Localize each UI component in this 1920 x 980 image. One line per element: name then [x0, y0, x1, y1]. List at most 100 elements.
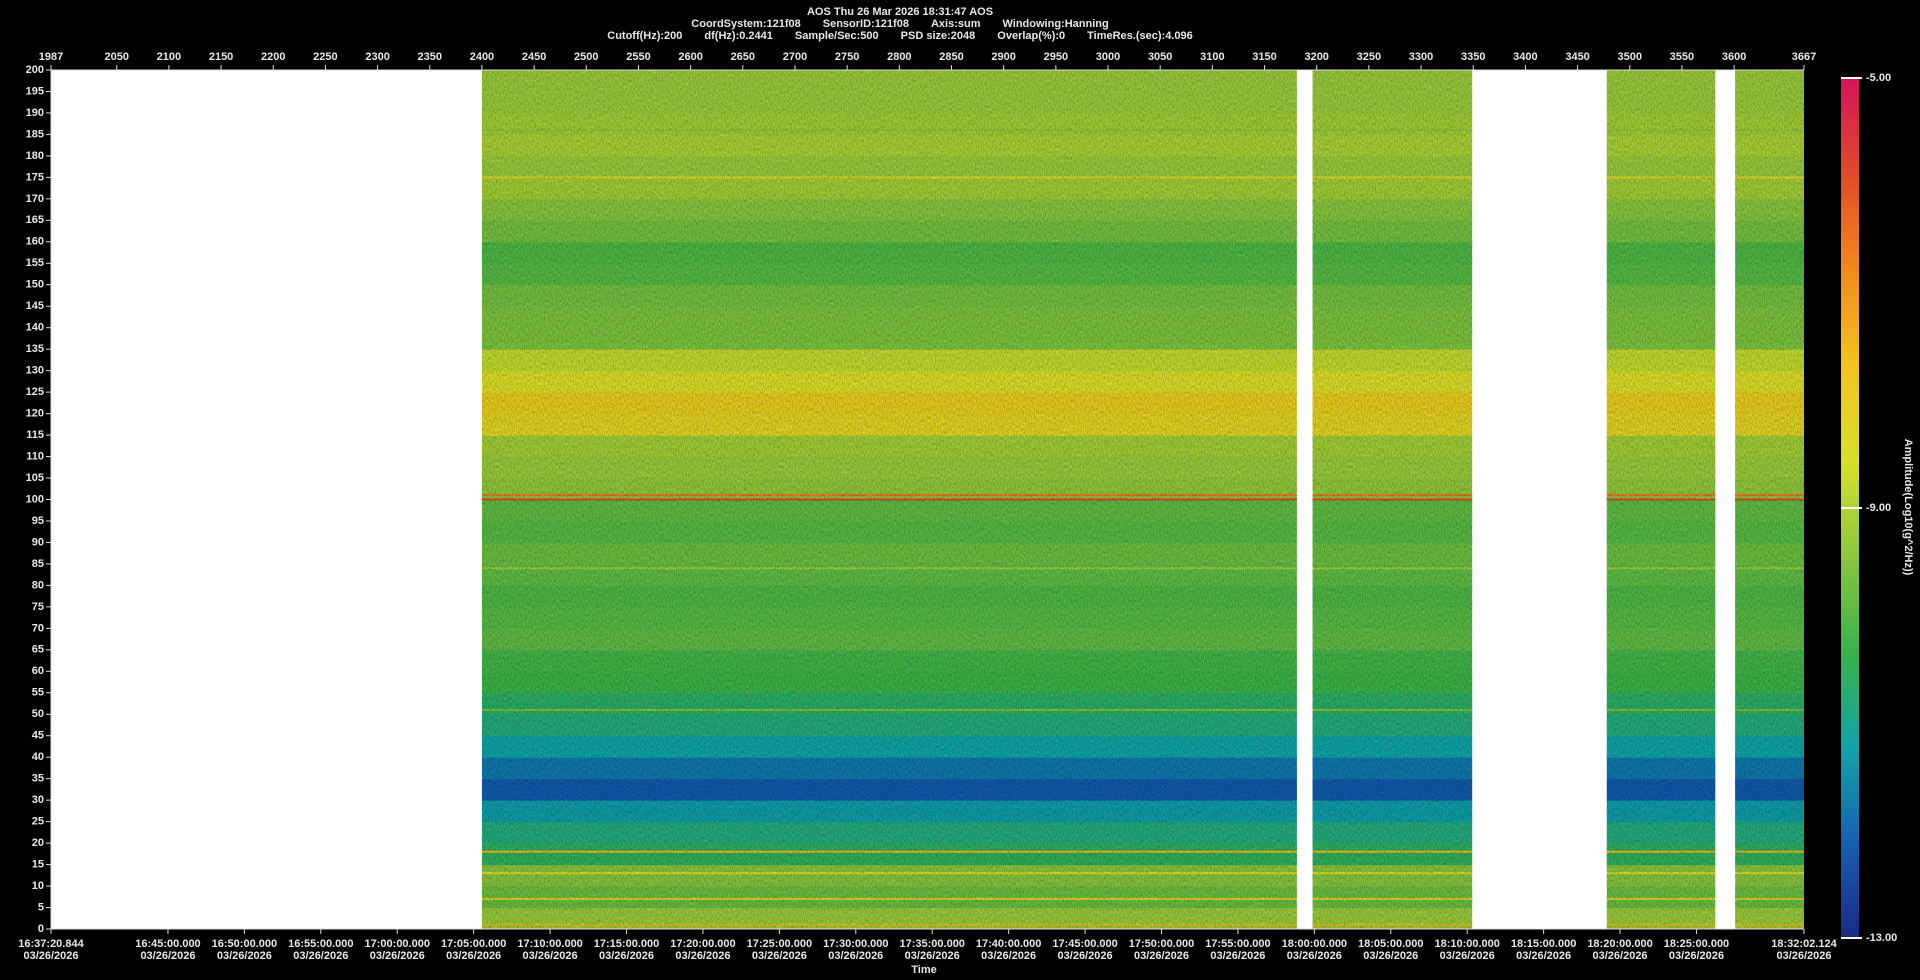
- x-tick-label: 3100: [1200, 51, 1224, 63]
- y-tick-label: 115: [26, 429, 44, 441]
- x-tick-label: 2250: [313, 51, 337, 63]
- y-tick-label: 50: [32, 708, 44, 720]
- spectrum-band: [1312, 671, 1473, 694]
- spectrum-band: [1735, 435, 1804, 458]
- y-tick-label: 170: [26, 193, 44, 205]
- spectrum-band: [1606, 649, 1716, 672]
- spectrum-band: [1606, 198, 1716, 221]
- spectrum-band: [1606, 735, 1716, 758]
- y-tick-label: 125: [26, 386, 44, 398]
- y-tick-label: 155: [26, 257, 44, 269]
- spectrum-band: [1312, 778, 1473, 801]
- spectrum-band: [481, 112, 1297, 135]
- spectrum-band: [1735, 241, 1804, 264]
- spectrum-band: [481, 70, 1297, 92]
- spectrum-band: [1312, 220, 1473, 243]
- spectrum-band: [481, 241, 1297, 264]
- x2-tick-label: 16:37:20.844: [18, 938, 84, 950]
- spectrum-band: [1735, 542, 1804, 565]
- x2-tick-label: 17:35:00.000: [899, 938, 964, 950]
- x-tick-label: 1987: [39, 51, 63, 63]
- spectrum-band: [1606, 327, 1716, 350]
- spectrum-band: [481, 499, 1297, 522]
- info-item: SensorID:121f08: [822, 18, 909, 30]
- spectrum-band: [481, 628, 1297, 651]
- spectrum-band: [481, 220, 1297, 243]
- spectrum-band: [1312, 413, 1473, 436]
- spectral-line: [481, 129, 1297, 132]
- spectrum-band: [481, 585, 1297, 608]
- spectrum-band: [1735, 606, 1804, 629]
- spectrum-band: [1312, 370, 1473, 393]
- spectrum-band: [481, 306, 1297, 329]
- x-tick-label: 2950: [1044, 51, 1068, 63]
- spectrum-band: [481, 821, 1297, 844]
- spectrum-band: [1735, 843, 1804, 866]
- x-tick-label: 2900: [991, 51, 1015, 63]
- x2-tick-date: 03/26/2026: [446, 950, 501, 962]
- x2-tick-date: 03/26/2026: [1287, 950, 1342, 962]
- y-tick-label: 80: [32, 579, 44, 591]
- x-tick-label: 3450: [1565, 51, 1589, 63]
- spectrum-band: [1606, 606, 1716, 629]
- x2-tick-label: 17:25:00.000: [747, 938, 812, 950]
- spectrum-band: [1312, 800, 1473, 823]
- spectrum-band: [481, 370, 1297, 393]
- y-tick-label: 195: [26, 85, 44, 97]
- spectrum-band: [1606, 112, 1716, 135]
- colorbar-label: Amplitude(Log10(g^2/Hz)): [1902, 439, 1914, 576]
- spectrum-band: [1735, 263, 1804, 286]
- spectrum-band: [1735, 177, 1804, 200]
- spectrum-band: [481, 563, 1297, 586]
- spectrum-band: [481, 155, 1297, 178]
- spectrum-band: [481, 649, 1297, 672]
- spectrum-band: [481, 413, 1297, 436]
- spectrum-band: [481, 886, 1297, 909]
- spectrum-band: [481, 263, 1297, 286]
- x2-tick-date: 03/26/2026: [1134, 950, 1189, 962]
- x2-tick-label: 17:15:00.000: [594, 938, 659, 950]
- x2-tick-date: 03/26/2026: [140, 950, 195, 962]
- spectrum-band: [1312, 198, 1473, 221]
- x-tick-label: 3667: [1792, 51, 1816, 63]
- y-tick-label: 120: [26, 408, 44, 420]
- y-tick-label: 30: [32, 794, 44, 806]
- x-tick-label: 3600: [1722, 51, 1746, 63]
- spectrum-band: [1312, 542, 1473, 565]
- header-title: AOS Thu 26 Mar 2026 18:31:47 AOS: [0, 6, 1800, 18]
- x2-tick-label: 18:00:00.000: [1282, 938, 1347, 950]
- spectrum-band: [1312, 284, 1473, 307]
- spectrum-band: [481, 284, 1297, 307]
- x2-tick-date: 03/26/2026: [828, 950, 883, 962]
- x-tick-label: 2150: [209, 51, 233, 63]
- spectrum-band: [1312, 91, 1473, 114]
- x2-tick-label: 18:20:00.000: [1587, 938, 1652, 950]
- x2-tick-label: 16:50:00.000: [212, 938, 277, 950]
- x2-tick-date: 03/26/2026: [1058, 950, 1113, 962]
- spectrum-band: [1606, 671, 1716, 694]
- spectrum-band: [1606, 456, 1716, 479]
- spectrum-band: [1312, 499, 1473, 522]
- y-tick-label: 135: [26, 343, 44, 355]
- spectrum-band: [1606, 478, 1716, 500]
- x2-tick-date: 03/26/2026: [599, 950, 654, 962]
- y-tick-label: 95: [32, 515, 44, 527]
- x-tick-label: 2050: [104, 51, 128, 63]
- spectrum-band: [1735, 112, 1804, 135]
- spectrum-band: [481, 392, 1297, 415]
- spectrogram-image: [481, 70, 1804, 930]
- y-tick-label: 55: [32, 687, 44, 699]
- x-tick-label: 2600: [678, 51, 702, 63]
- spectral-line: [481, 923, 1297, 926]
- spectrum-band: [1735, 821, 1804, 844]
- x2-tick-date: 03/26/2026: [523, 950, 578, 962]
- y-tick-label: 40: [32, 751, 44, 763]
- spectral-line: [1606, 850, 1716, 853]
- spectrum-band: [1606, 864, 1716, 887]
- x2-tick-date: 03/26/2026: [1440, 950, 1495, 962]
- y-tick-label: 75: [32, 601, 44, 613]
- x2-tick-label: 17:20:00.000: [670, 938, 735, 950]
- x2-tick-label: 17:55:00.000: [1205, 938, 1270, 950]
- spectrum-band: [481, 478, 1297, 500]
